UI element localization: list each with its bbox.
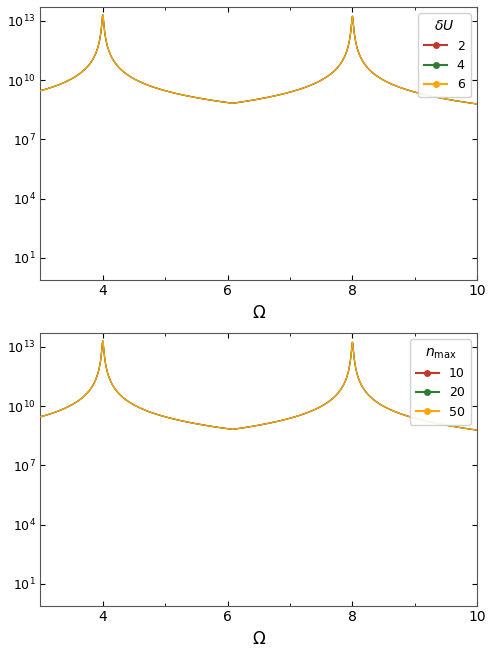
Legend: 10, 20, 50: 10, 20, 50 — [410, 339, 471, 425]
X-axis label: Ω: Ω — [252, 304, 265, 322]
X-axis label: Ω: Ω — [252, 630, 265, 648]
Legend: 2, 4, 6: 2, 4, 6 — [418, 13, 471, 98]
